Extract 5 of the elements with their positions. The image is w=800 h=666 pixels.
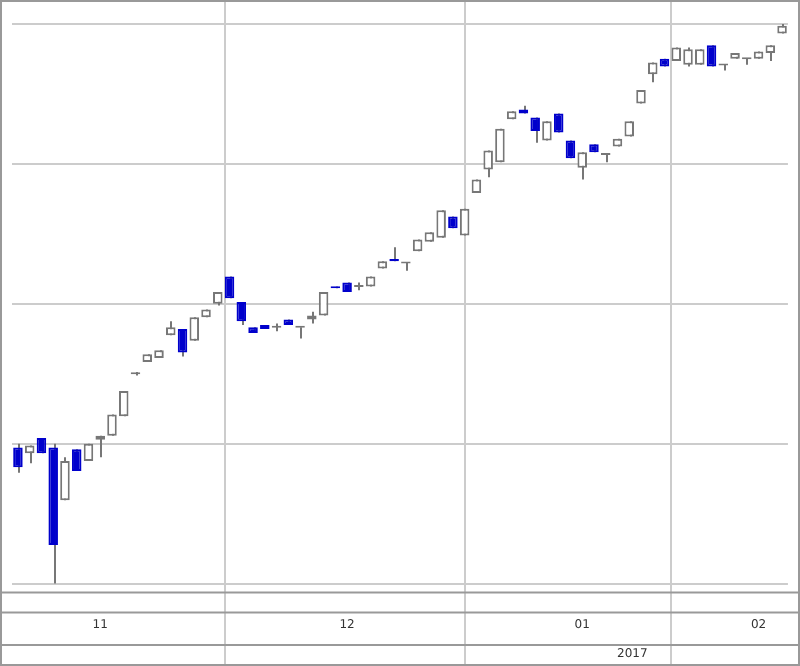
candlestick [577,151,587,181]
candlestick [60,456,70,502]
candlestick [236,301,247,327]
candlestick [530,116,540,144]
candlestick [483,149,493,179]
